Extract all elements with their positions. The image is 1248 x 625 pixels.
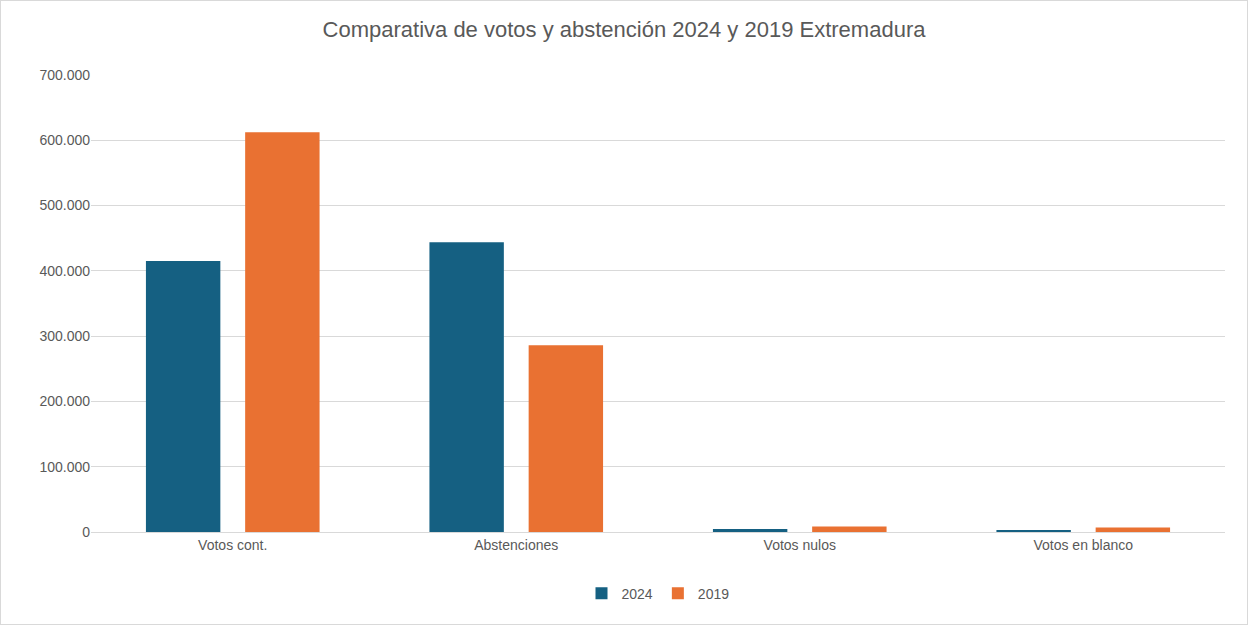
- svg-text:100.000: 100.000: [39, 459, 90, 475]
- svg-text:400.000: 400.000: [39, 263, 90, 279]
- svg-text:300.000: 300.000: [39, 328, 90, 344]
- svg-text:Votos en blanco: Votos en blanco: [1033, 537, 1133, 553]
- svg-text:500.000: 500.000: [39, 197, 90, 213]
- svg-text:0: 0: [82, 524, 90, 540]
- svg-text:200.000: 200.000: [39, 393, 90, 409]
- svg-text:Votos cont.: Votos cont.: [198, 537, 267, 553]
- svg-text:2024: 2024: [622, 586, 653, 602]
- svg-text:Abstenciones: Abstenciones: [474, 537, 558, 553]
- svg-text:600.000: 600.000: [39, 132, 90, 148]
- svg-text:Comparativa de votos y abstenc: Comparativa de votos y abstención 2024 y…: [323, 17, 927, 42]
- svg-text:700.000: 700.000: [39, 67, 90, 83]
- svg-text:2019: 2019: [698, 586, 729, 602]
- svg-text:Votos nulos: Votos nulos: [764, 537, 836, 553]
